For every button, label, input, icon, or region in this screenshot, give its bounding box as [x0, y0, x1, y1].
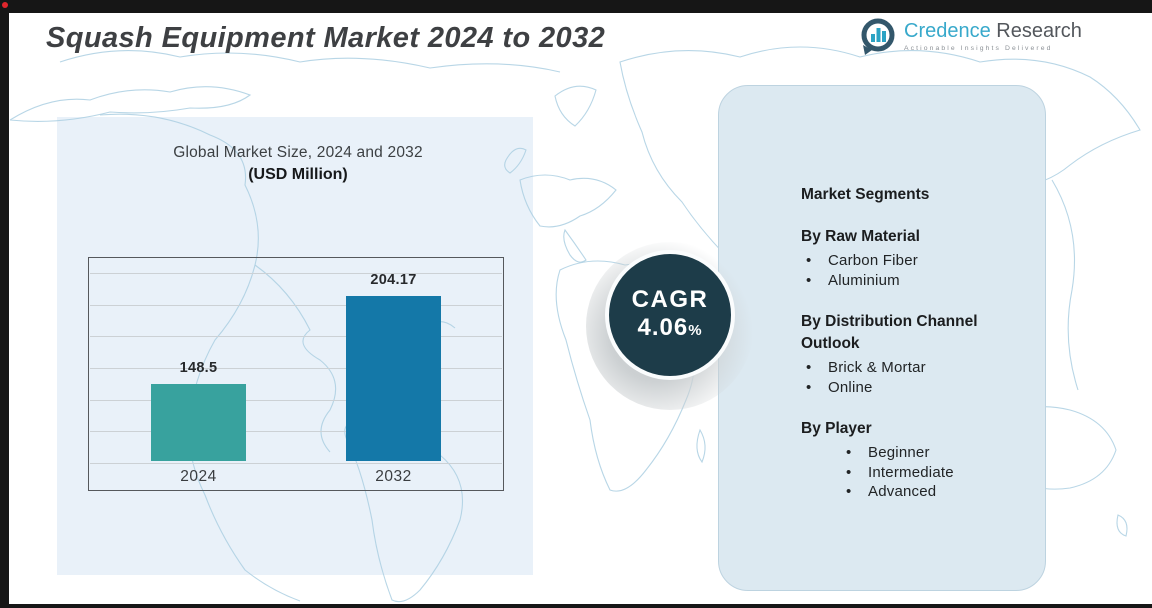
map-madagascar [696, 428, 706, 464]
logo-name-research: Research [990, 20, 1082, 42]
segment-group-player: By Player Beginner Intermediate Advanced [801, 418, 1027, 502]
cagr-label: CAGR [631, 285, 709, 313]
segment-item: Beginner [841, 443, 1027, 463]
map-europe [519, 174, 617, 228]
map-east-coast-line [1051, 179, 1079, 391]
map-scandinavia [554, 85, 597, 127]
chart-title: Global Market Size, 2024 and 2032 [173, 144, 423, 161]
bar-2032-category-label: 2032 [375, 468, 412, 485]
logo-tagline: Actionable Insights Delivered [904, 45, 1053, 52]
bar-chart: 148.5 2024 204.17 2032 [88, 257, 504, 491]
segment-heading: By Player [801, 420, 872, 437]
page-title: Squash Equipment Market 2024 to 2032 [46, 22, 606, 54]
bar-2024-value-label: 148.5 [179, 360, 218, 377]
logo-name-credence: Credence [904, 20, 991, 42]
credence-research-logo: Credence Research Actionable Insights De… [858, 16, 1082, 58]
segment-item: Advanced [841, 482, 1027, 502]
cagr-circle: CAGR 4.06% [605, 250, 735, 380]
segment-item: Carbon Fiber [801, 251, 1027, 271]
bar-2024-category-label: 2024 [180, 468, 217, 485]
bar-2024-fill [151, 384, 246, 461]
segment-item: Intermediate [841, 463, 1027, 483]
segment-item: Brick & Mortar [801, 358, 1027, 378]
bar-2032-fill [346, 296, 441, 461]
cagr-number: 4.06 [637, 314, 689, 342]
chart-title-block: Global Market Size, 2024 and 2032 (USD M… [98, 144, 498, 184]
segment-heading: By Distribution Channel Outlook [801, 313, 978, 352]
cagr-percent-sign: % [688, 322, 703, 340]
segment-item: Aluminium [801, 271, 1027, 291]
bottom-border-bar [0, 604, 1152, 608]
map-new-zealand [1116, 514, 1128, 537]
chart-subtitle: (USD Million) [248, 166, 348, 183]
top-border-bar [0, 0, 1152, 13]
bar-2032-value-label: 204.17 [370, 272, 417, 289]
logo-name: Credence Research [904, 20, 1082, 43]
segments-panel-title: Market Segments [801, 186, 930, 203]
segment-item: Online [801, 378, 1027, 398]
segment-heading: By Raw Material [801, 228, 920, 245]
cagr-value: 4.06% [637, 313, 702, 343]
logo-text-block: Credence Research Actionable Insights De… [904, 16, 1082, 52]
gridline [90, 463, 502, 464]
bar-2032: 204.17 2032 [346, 272, 441, 485]
segment-group-raw-material: By Raw Material Carbon Fiber Aluminium [801, 226, 1027, 290]
left-border-bar [0, 0, 9, 608]
map-italy [563, 228, 587, 263]
red-dot-marker [2, 2, 8, 8]
bar-2024: 148.5 2024 [151, 360, 246, 485]
logo-bar-chart-icon [861, 18, 895, 55]
market-segments-panel: Market Segments By Raw Material Carbon F… [718, 85, 1046, 591]
segment-group-distribution-channel: By Distribution Channel Outlook Brick & … [801, 311, 1027, 397]
